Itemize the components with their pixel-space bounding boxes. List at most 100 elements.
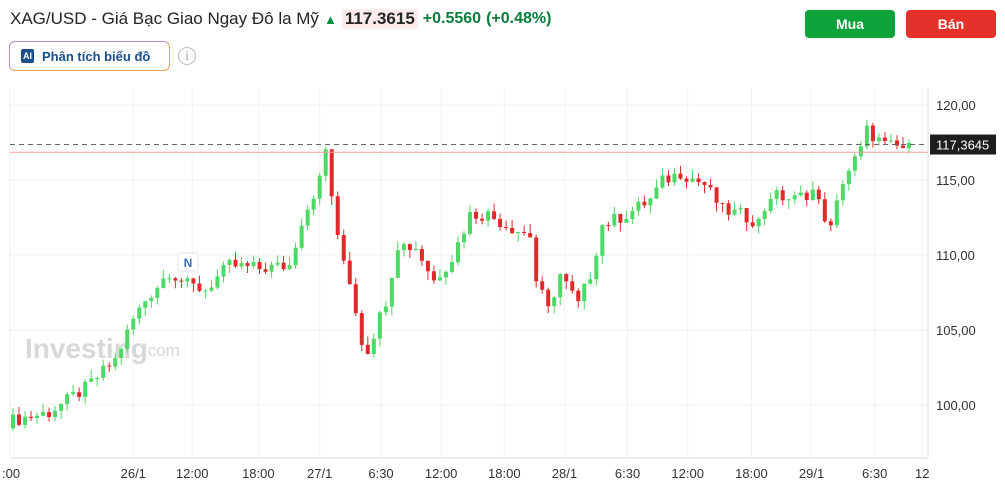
- candle-body: [287, 265, 292, 270]
- candle-body: [630, 210, 635, 220]
- x-tick-label: 29/1: [799, 466, 824, 481]
- candle-body: [552, 297, 557, 307]
- candle-body: [588, 279, 593, 284]
- candle-body: [528, 233, 533, 238]
- candle-body: [257, 262, 262, 270]
- candle-body: [413, 249, 418, 251]
- candle-body: [263, 269, 268, 272]
- candle-body: [726, 203, 731, 215]
- candle-body: [65, 394, 70, 404]
- x-tick-label: :00: [2, 466, 20, 481]
- candle-body: [600, 225, 605, 256]
- last-price-label: 117,3645: [936, 138, 989, 153]
- buy-button[interactable]: Mua: [805, 10, 895, 38]
- candle-body: [155, 288, 160, 298]
- candle-body: [71, 392, 76, 395]
- candle-body: [269, 264, 274, 272]
- candle-body: [582, 283, 587, 302]
- candle-body: [468, 211, 473, 234]
- candle-body: [876, 137, 881, 142]
- candle-body: [684, 178, 689, 182]
- x-tick-label: 6:30: [368, 466, 393, 481]
- candle-body: [846, 170, 851, 185]
- candle-body: [894, 140, 899, 146]
- candle-body: [792, 195, 797, 200]
- candle-body: [119, 348, 124, 359]
- candle-body: [401, 244, 406, 251]
- price-change: +0.5560: [422, 10, 482, 27]
- candle-body: [35, 415, 40, 419]
- candle-body: [233, 259, 238, 267]
- candle-body: [143, 301, 148, 308]
- instrument-name: XAG/USD - Giá Bạc Giao Ngay Đô la Mỹ: [10, 9, 319, 28]
- price-change-pct: (+0.48%): [486, 10, 552, 27]
- last-price: 117.3615: [341, 9, 418, 29]
- candle-body: [744, 208, 749, 223]
- candle-body: [888, 140, 893, 142]
- candle-body: [696, 178, 701, 183]
- candle-body: [504, 227, 509, 229]
- candle-body: [377, 312, 382, 339]
- candle-body: [29, 416, 34, 419]
- candle-body: [756, 218, 761, 227]
- ai-button-label: Phân tích biểu đồ: [42, 48, 151, 64]
- candle-body: [101, 365, 106, 378]
- candle-body: [125, 329, 130, 349]
- candle-body: [594, 255, 599, 280]
- candle-body: [714, 187, 719, 203]
- candle-body: [341, 234, 346, 261]
- y-tick-label: 120,00: [936, 98, 976, 113]
- candle-body: [786, 199, 791, 201]
- candle-body: [239, 263, 244, 267]
- candle-body: [486, 211, 491, 221]
- candle-body: [227, 259, 232, 265]
- candle-body: [624, 219, 629, 223]
- candle-body: [131, 318, 136, 330]
- candle-body: [215, 276, 220, 288]
- info-icon[interactable]: i: [178, 47, 196, 65]
- candle-body: [558, 274, 563, 298]
- sell-button[interactable]: Bán: [906, 10, 996, 38]
- x-tick-label: 28/1: [552, 466, 577, 481]
- candle-body: [840, 184, 845, 201]
- candle-body: [768, 198, 773, 212]
- candle-body: [245, 263, 250, 266]
- candle-body: [660, 175, 665, 188]
- candle-body: [449, 262, 454, 272]
- candle-body: [299, 225, 304, 248]
- candle-body: [516, 231, 521, 234]
- candle-body: [606, 225, 611, 227]
- candle-body: [59, 403, 64, 411]
- watermark-logo: Investing: [25, 333, 148, 364]
- candle-body: [179, 280, 184, 282]
- candle-body: [191, 278, 196, 284]
- x-tick-label: 18:00: [735, 466, 768, 481]
- candle-body: [498, 218, 503, 228]
- candle-body: [77, 392, 82, 397]
- ai-chart-analysis-button[interactable]: AI Phân tích biểu đồ: [9, 41, 170, 71]
- candle-body: [738, 208, 743, 210]
- candle-body: [492, 211, 497, 219]
- candle-body: [816, 189, 821, 200]
- x-tick-label: 12:00: [176, 466, 209, 481]
- candle-body: [834, 200, 839, 226]
- news-marker-label: N: [184, 256, 193, 270]
- news-marker: [177, 252, 199, 272]
- candle-body: [149, 297, 154, 302]
- y-tick-label: 110,00: [936, 248, 975, 263]
- candle-body: [137, 307, 142, 319]
- candle-body: [95, 377, 100, 379]
- candle-body: [281, 262, 286, 270]
- candle-body: [41, 412, 46, 416]
- candle-body: [323, 149, 328, 176]
- x-tick-label: 6:30: [862, 466, 887, 481]
- candle-body: [720, 202, 725, 204]
- candle-body: [648, 198, 653, 206]
- candle-body: [654, 187, 659, 199]
- x-tick-label: 18:00: [488, 466, 521, 481]
- candle-body: [510, 228, 515, 234]
- candle-body: [329, 149, 334, 197]
- candle-body: [161, 278, 166, 289]
- candle-body: [11, 414, 16, 429]
